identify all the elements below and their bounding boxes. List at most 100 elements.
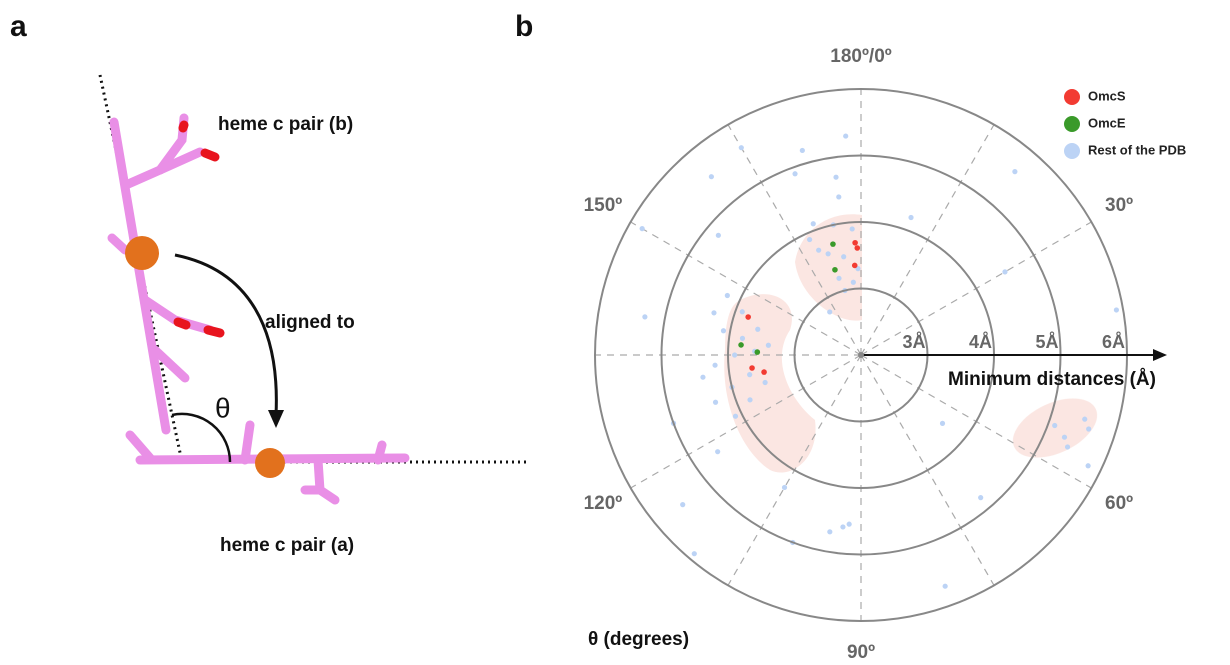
point — [939, 420, 946, 426]
point — [712, 362, 718, 368]
axis-title: θ (degrees) — [588, 629, 689, 650]
point — [749, 365, 755, 371]
point — [691, 551, 697, 557]
r-tick-label: 5Å — [1035, 332, 1058, 352]
point — [841, 254, 847, 260]
point — [799, 147, 805, 154]
point — [832, 266, 838, 273]
legend-marker — [1064, 143, 1080, 159]
point — [978, 495, 984, 501]
r-tick-label: 6Å — [1102, 332, 1125, 352]
point — [830, 241, 836, 247]
point — [1061, 434, 1068, 440]
legend-label: OmcE — [1088, 115, 1126, 130]
point — [843, 133, 849, 139]
point — [700, 374, 706, 380]
point — [754, 349, 761, 355]
point — [715, 449, 721, 455]
point — [1064, 444, 1071, 450]
legend-label: OmcS — [1088, 88, 1126, 103]
point — [908, 214, 914, 221]
arrow-head — [268, 410, 284, 428]
point — [942, 583, 948, 589]
axis-arrow — [1153, 349, 1167, 361]
point — [747, 397, 753, 403]
point — [840, 524, 846, 530]
point — [836, 194, 842, 200]
point — [715, 232, 721, 238]
iron — [255, 448, 285, 478]
point — [1002, 269, 1008, 275]
point — [827, 529, 833, 535]
theta-tick-label: 180º/0º — [830, 46, 891, 67]
oxygen — [173, 120, 225, 338]
panel-label: a — [10, 10, 27, 43]
point — [720, 328, 727, 334]
point — [836, 275, 842, 281]
point — [854, 245, 861, 251]
point — [745, 314, 751, 320]
r-tick-label: 3Å — [902, 332, 925, 352]
point — [827, 309, 833, 315]
heme-b — [107, 113, 215, 435]
point — [846, 521, 852, 527]
r-tick-label: 4Å — [969, 332, 992, 352]
label: aligned to — [265, 312, 355, 333]
point — [781, 484, 788, 491]
point — [816, 247, 822, 253]
point — [850, 279, 856, 285]
label: θ — [215, 392, 231, 423]
angle-arc — [171, 412, 232, 463]
legend-label: Rest of the PDB — [1088, 142, 1186, 157]
point — [732, 413, 739, 419]
point — [755, 326, 761, 332]
point — [810, 221, 816, 227]
point — [1113, 307, 1120, 313]
point — [1012, 169, 1018, 175]
center — [858, 352, 864, 358]
point — [639, 226, 645, 232]
theta-tick-label: 150º — [584, 195, 623, 216]
panel-b: b 180º/0º 30º 60º 90º 120º 150º 3Å 4Å 5Å 6Å Minimu… — [515, 10, 1186, 663]
legend-marker — [1064, 89, 1080, 105]
point — [732, 352, 738, 358]
theta-tick-label: 120º — [584, 493, 623, 514]
axis-title: Minimum distances (Å) — [948, 369, 1156, 390]
point — [1086, 426, 1092, 432]
label: heme c pair (b) — [218, 114, 353, 135]
theta-tick-label: 30º — [1105, 195, 1133, 216]
iron — [125, 236, 159, 270]
point — [738, 145, 744, 151]
point — [792, 171, 798, 177]
point — [739, 335, 746, 341]
legend-marker — [1064, 116, 1080, 132]
point — [833, 174, 839, 180]
point — [738, 342, 744, 348]
point — [680, 502, 686, 508]
theta-tick-label: 60º — [1105, 493, 1133, 514]
point — [724, 292, 730, 299]
point — [711, 310, 717, 316]
point — [761, 369, 767, 375]
arrow — [174, 253, 278, 416]
point — [762, 379, 768, 386]
point — [712, 399, 719, 405]
panel-a: a heme c pair (b) aligned to — [10, 10, 530, 556]
panel-label: b — [515, 10, 533, 43]
label: heme c pair (a) — [220, 535, 354, 556]
point — [765, 342, 772, 348]
point — [851, 262, 858, 269]
theta-tick-label: 90º — [847, 642, 875, 660]
point — [825, 251, 831, 257]
point — [739, 309, 745, 315]
point — [807, 236, 813, 243]
point — [1052, 422, 1058, 429]
point — [1082, 416, 1088, 422]
point — [1085, 463, 1091, 469]
point — [849, 226, 855, 232]
point — [852, 239, 858, 246]
point — [747, 372, 753, 378]
point — [642, 314, 648, 320]
point — [708, 174, 714, 180]
